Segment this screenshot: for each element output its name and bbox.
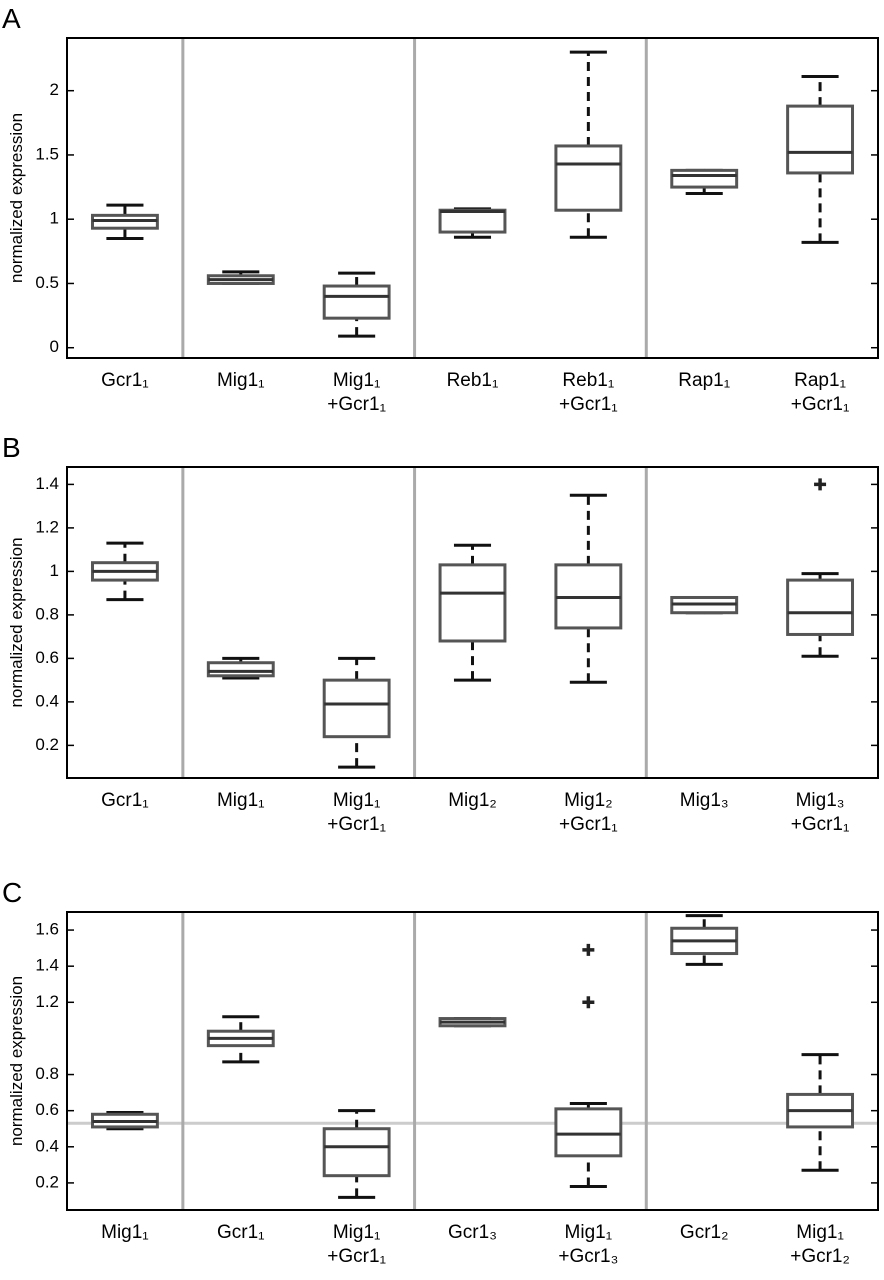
y-tick-label: 0 xyxy=(50,337,59,356)
box xyxy=(322,678,391,739)
y-tick-label: 1.2 xyxy=(35,992,59,1011)
y-axis-label: normalized expression xyxy=(7,113,26,283)
panel-label: C xyxy=(2,877,22,908)
y-tick-label: 0.8 xyxy=(35,604,59,623)
x-tick-label: Mig1₁ xyxy=(101,1222,149,1243)
panel-label: B xyxy=(2,432,21,463)
x-tick-label: Reb1₁ +Gcr1₁ xyxy=(559,370,618,415)
y-tick-label: 1.4 xyxy=(35,474,59,493)
x-tick-label: Mig1₁ +Gcr1₂ xyxy=(790,1222,850,1267)
x-tick-label: Mig1₂ +Gcr1₁ xyxy=(559,790,618,835)
y-tick-label: 1.6 xyxy=(35,920,59,939)
box xyxy=(554,144,623,212)
y-tick-label: 0.8 xyxy=(35,1064,59,1083)
box xyxy=(670,168,739,189)
x-tick-label: Reb1₁ xyxy=(447,370,499,391)
y-tick-label: 1.5 xyxy=(35,144,59,163)
box xyxy=(554,1107,623,1158)
y-tick-label: 2 xyxy=(50,80,59,99)
x-tick-label: Gcr1₁ xyxy=(217,1222,265,1243)
x-tick-label: Gcr1₂ xyxy=(680,1222,729,1243)
box xyxy=(322,284,391,320)
plot-frame xyxy=(66,911,879,1211)
y-tick-label: 0.6 xyxy=(35,648,59,667)
y-tick-label: 1.4 xyxy=(35,956,59,975)
y-tick-label: 0.5 xyxy=(35,273,59,292)
plot-frame xyxy=(66,466,879,779)
y-tick-label: 1 xyxy=(50,209,59,228)
outlier xyxy=(814,478,827,491)
x-tick-label: Mig1₂ xyxy=(448,790,497,811)
y-tick-label: 1.2 xyxy=(35,517,59,536)
box xyxy=(438,563,507,643)
x-tick-label: Mig1₁ xyxy=(217,790,265,811)
box xyxy=(786,104,855,175)
x-tick-label: Mig1₁ +Gcr1₃ xyxy=(558,1222,618,1267)
y-tick-label: 0.4 xyxy=(35,1136,59,1155)
box xyxy=(438,208,507,234)
box xyxy=(322,1127,391,1178)
x-tick-label: Mig1₁ xyxy=(217,370,265,391)
x-tick-label: Mig1₁ +Gcr1₁ xyxy=(327,790,386,835)
x-tick-label: Mig1₃ xyxy=(680,790,729,811)
x-tick-label: Mig1₃ +Gcr1₁ xyxy=(791,790,850,835)
outlier xyxy=(582,996,595,1009)
plot-frame xyxy=(66,37,879,359)
y-tick-label: 0.2 xyxy=(35,1172,59,1191)
x-tick-label: Gcr1₃ xyxy=(448,1222,497,1243)
x-tick-label: Rap1₁ +Gcr1₁ xyxy=(791,370,850,415)
y-tick-label: 0.2 xyxy=(35,735,59,754)
y-axis-label: normalized expression xyxy=(7,537,26,707)
outlier xyxy=(582,943,595,956)
x-tick-label: Rap1₁ xyxy=(678,370,730,391)
panel-label: A xyxy=(2,3,21,34)
box xyxy=(786,578,855,636)
y-axis-label: normalized expression xyxy=(7,976,26,1146)
x-tick-label: Gcr1₁ xyxy=(101,790,149,811)
y-tick-label: 0.6 xyxy=(35,1100,59,1119)
y-tick-label: 1 xyxy=(50,561,59,580)
x-tick-label: Gcr1₁ xyxy=(101,370,149,391)
x-tick-label: Mig1₁ +Gcr1₁ xyxy=(327,1222,386,1267)
box xyxy=(206,661,275,678)
x-tick-label: Mig1₁ +Gcr1₁ xyxy=(327,370,386,415)
y-tick-label: 0.4 xyxy=(35,691,59,710)
